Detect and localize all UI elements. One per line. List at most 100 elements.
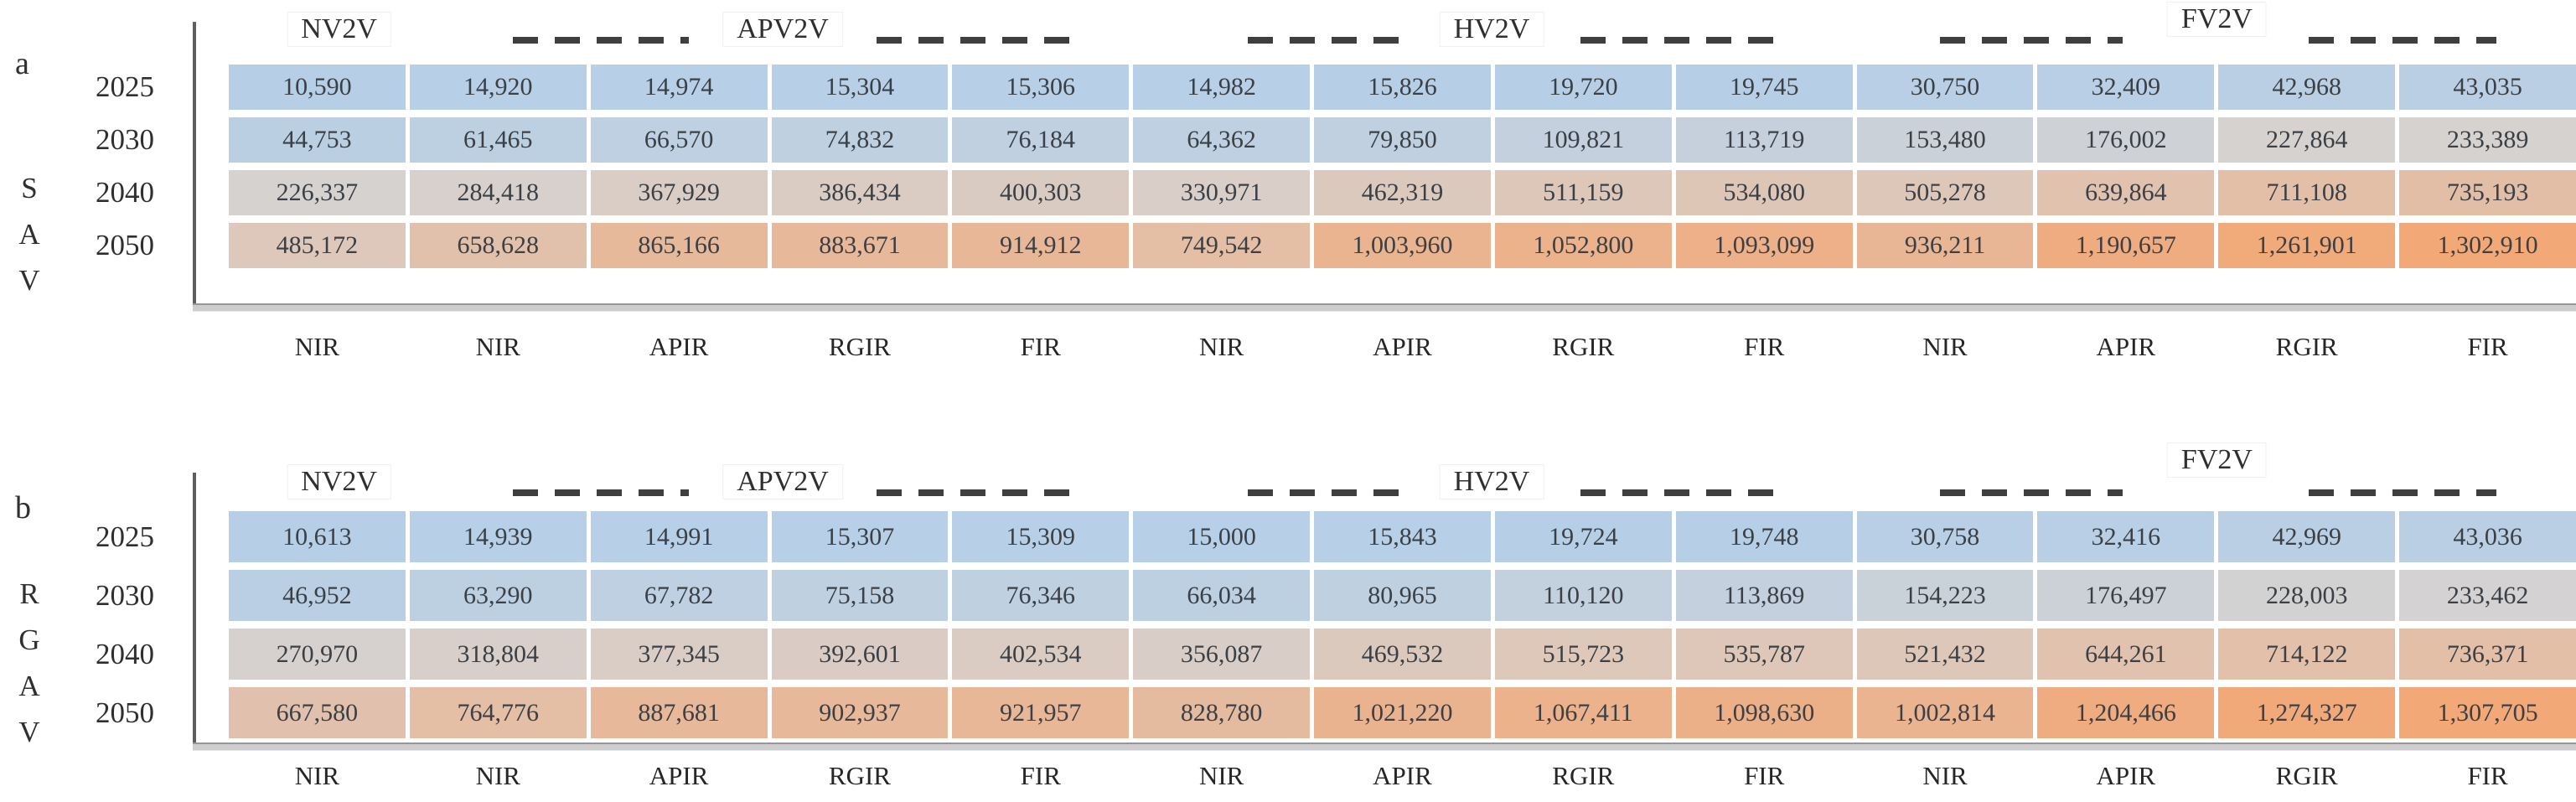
- column-label: NIR: [475, 761, 520, 790]
- heatmap-cell: 1,098,630: [1675, 687, 1853, 738]
- legend-dash-segment: [2308, 489, 2496, 496]
- column-label: FIR: [1744, 761, 1785, 790]
- heatmap-cell: 505,278: [1856, 170, 2034, 215]
- heatmap-cell: 865,166: [590, 223, 768, 268]
- heatmap-cell: 176,497: [2037, 570, 2215, 621]
- year-label: 2050: [96, 696, 154, 729]
- column-label: RGIR: [828, 332, 891, 361]
- panel-b: b R G A V 2025 2030 2040 2050 NV2V APV2V HV2V FV2V 10…: [0, 439, 2576, 802]
- y-axis-letter: A: [18, 670, 40, 702]
- heatmap-cell: 233,389: [2399, 117, 2576, 163]
- heatmap-cell: 14,991: [590, 511, 768, 562]
- heatmap-cell: 176,002: [2037, 117, 2215, 163]
- column-label: APIR: [649, 761, 709, 790]
- column-label: APIR: [2096, 761, 2156, 790]
- group-header-row: NV2V APV2V HV2V FV2V: [229, 0, 2576, 67]
- heatmap-cell: 883,671: [771, 223, 949, 268]
- heatmap-cell: 19,720: [1494, 65, 1672, 110]
- heatmap-cell: 15,306: [952, 65, 1130, 110]
- year-label: 2030: [96, 579, 154, 612]
- column-label: RGIR: [1552, 332, 1615, 361]
- heatmap-cell: 14,974: [590, 65, 768, 110]
- column-label: RGIR: [2275, 332, 2338, 361]
- heatmap-cell: 1,002,814: [1856, 687, 2034, 738]
- heatmap-cell: 113,719: [1675, 117, 1853, 163]
- column-label: NIR: [1922, 332, 1968, 361]
- column-label: RGIR: [2275, 761, 2338, 790]
- heatmap-cell: 15,307: [771, 511, 949, 562]
- group-header-row: NV2V APV2V HV2V FV2V: [229, 439, 2576, 506]
- heatmap-cell: 1,274,327: [2218, 687, 2396, 738]
- heatmap-cell: 42,969: [2218, 511, 2396, 562]
- legend-dash-segment: [512, 37, 689, 44]
- heatmap-cell: 64,362: [1133, 117, 1311, 163]
- heatmap-cell: 30,758: [1856, 511, 2034, 562]
- legend-dash-segment: [1247, 489, 1410, 496]
- heatmap-cell: 228,003: [2218, 570, 2396, 621]
- legend-dash-segment: [1939, 489, 2123, 496]
- column-label: FIR: [2467, 761, 2508, 790]
- heatmap-cell: 109,821: [1494, 117, 1672, 163]
- heatmap-cell: 1,261,901: [2218, 223, 2396, 268]
- heatmap-cell: 515,723: [1494, 629, 1672, 680]
- heatmap-cell: 936,211: [1856, 223, 2034, 268]
- heatmap-cell: 44,753: [229, 117, 406, 163]
- heatmap-cell: 469,532: [1314, 629, 1491, 680]
- group-header-label: NV2V: [287, 12, 391, 47]
- panel-a: a S A V 2025 2030 2040 2050 NV2V APV2V HV2V FV2V 10,…: [15, 0, 2576, 361]
- legend-dash-segment: [512, 489, 689, 496]
- heatmap-cell: 400,303: [952, 170, 1130, 215]
- heatmap-cell: 902,937: [771, 687, 949, 738]
- legend-dash-segment: [877, 37, 1072, 44]
- panel-letter: b: [15, 490, 31, 525]
- legend-dash-segment: [2308, 37, 2496, 44]
- heatmap-cell: 330,971: [1133, 170, 1311, 215]
- group-header-label: HV2V: [1439, 12, 1544, 47]
- heatmap-cell: 154,223: [1856, 570, 2034, 621]
- heatmap-cell: 42,968: [2218, 65, 2396, 110]
- heatmap-cell: 15,309: [952, 511, 1130, 562]
- heatmap-cell: 736,371: [2399, 629, 2576, 680]
- heatmap-cell: 1,021,220: [1314, 687, 1491, 738]
- heatmap-cell: 1,067,411: [1494, 687, 1672, 738]
- heatmap-cell: 15,304: [771, 65, 949, 110]
- y-axis-letter: G: [18, 623, 40, 656]
- heatmap-cell: 43,036: [2399, 511, 2576, 562]
- heatmap-cell: 1,302,910: [2399, 223, 2576, 268]
- heatmap-cell: 318,804: [409, 629, 587, 680]
- column-label: FIR: [1020, 332, 1061, 361]
- heatmap-cell: 764,776: [409, 687, 587, 738]
- heatmap-cell: 377,345: [590, 629, 768, 680]
- heatmap-cell: 10,590: [229, 65, 406, 110]
- heatmap-cell: 76,184: [952, 117, 1130, 163]
- group-header-label: APV2V: [722, 464, 843, 499]
- heatmap-cell: 1,307,705: [2399, 687, 2576, 738]
- axis-line-horizontal: [193, 742, 2576, 751]
- heatmap-cell: 30,750: [1856, 65, 2034, 110]
- year-label: 2030: [96, 123, 154, 156]
- heatmap-cell: 534,080: [1675, 170, 1853, 215]
- axis-line-horizontal: [193, 303, 2576, 312]
- legend-dash-segment: [877, 489, 1072, 496]
- heatmap-cell: 1,093,099: [1675, 223, 1853, 268]
- heatmap-cell: 32,416: [2037, 511, 2215, 562]
- heatmap-cell: 67,782: [590, 570, 768, 621]
- column-label: FIR: [1744, 332, 1785, 361]
- heatmap-cell: 14,982: [1133, 65, 1311, 110]
- group-header-label: FV2V: [2166, 442, 2267, 478]
- axis-line-vertical: [193, 22, 196, 303]
- heatmap-grid: 10,590 14,920 14,974 15,304 15,306 14,982 15,8…: [229, 65, 2576, 268]
- heatmap-cell: 887,681: [590, 687, 768, 738]
- heatmap-cell: 14,939: [409, 511, 587, 562]
- column-label: NIR: [1198, 332, 1244, 361]
- year-label: 2040: [96, 638, 154, 670]
- column-label: APIR: [2096, 332, 2156, 361]
- column-label-row: NIR NIR APIR RGIR FIR NIR APIR RGIR FIR NIR APIR RG…: [229, 758, 2576, 794]
- legend-dash-segment: [1580, 489, 1778, 496]
- heatmap-cell: 367,929: [590, 170, 768, 215]
- heatmap-cell: 19,745: [1675, 65, 1853, 110]
- heatmap-cell: 735,193: [2399, 170, 2576, 215]
- heatmap-cell: 75,158: [771, 570, 949, 621]
- heatmap-cell: 1,204,466: [2037, 687, 2215, 738]
